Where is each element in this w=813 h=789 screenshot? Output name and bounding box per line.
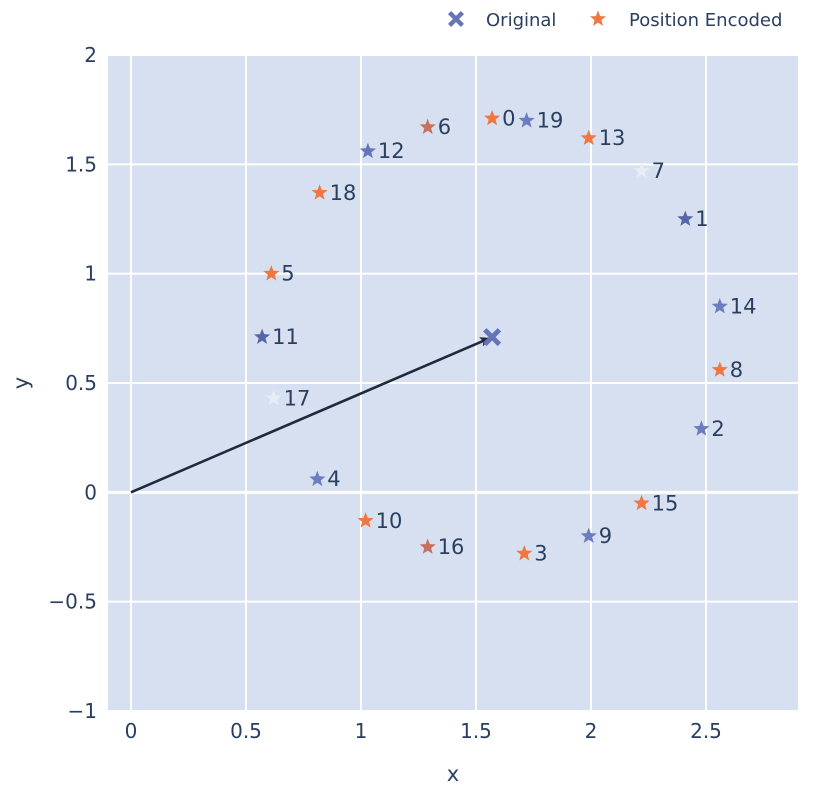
point-label: 19 — [537, 109, 564, 133]
grid — [108, 54, 798, 712]
point-3[interactable]: 3 — [516, 542, 548, 566]
star-marker — [311, 184, 328, 200]
star-marker — [265, 389, 282, 406]
star-marker — [309, 470, 326, 487]
star-marker — [419, 118, 436, 135]
star-marker — [580, 527, 597, 543]
vector-arrow — [130, 337, 491, 494]
y-tick-label: 0.5 — [65, 371, 97, 395]
star-marker — [516, 545, 533, 561]
point-label: 10 — [376, 509, 403, 533]
star-marker — [518, 112, 535, 128]
point-6[interactable]: 6 — [419, 115, 451, 139]
point-2[interactable]: 2 — [693, 417, 725, 441]
x-tick-label: 2.5 — [690, 719, 722, 743]
point-label: 12 — [378, 139, 405, 163]
point-label: 15 — [652, 491, 679, 515]
y-axis-title: y — [9, 377, 33, 389]
point-label: 11 — [272, 325, 299, 349]
legend-label: Position Encoded — [629, 10, 782, 31]
y-tick-label: 1.5 — [65, 152, 97, 176]
point-9[interactable]: 9 — [580, 524, 612, 548]
y-tick-label: 1 — [84, 262, 97, 286]
legend-item-original[interactable]: Original — [448, 10, 556, 31]
x-axis-title: x — [447, 762, 459, 786]
star-marker — [484, 109, 501, 126]
point-label: 16 — [438, 535, 465, 559]
point-1[interactable]: 1 — [677, 207, 709, 231]
point-16[interactable]: 16 — [419, 535, 465, 559]
point-label: 3 — [534, 542, 547, 566]
legend-star-icon — [589, 10, 607, 26]
star-marker — [357, 512, 374, 528]
point-17[interactable]: 17 — [265, 386, 311, 410]
y-tick-label: −0.5 — [48, 590, 97, 614]
legend-label: Original — [486, 10, 556, 31]
point-0[interactable]: 0 — [484, 106, 515, 130]
legend-item-position-encoded[interactable]: Position Encoded — [589, 10, 783, 31]
y-tick-labels: −1 −0.5 0 0.5 1 1.5 2 — [48, 43, 97, 723]
x-tick-labels: 0 0.5 1 1.5 2 2.5 — [125, 719, 722, 743]
y-tick-label: 2 — [84, 43, 97, 67]
star-marker — [711, 361, 728, 377]
point-label: 17 — [284, 386, 311, 410]
legend[interactable]: Original Position Encoded — [448, 10, 782, 31]
point-4[interactable]: 4 — [309, 467, 341, 491]
point-18[interactable]: 18 — [311, 181, 357, 205]
x-tick-label: 0 — [125, 719, 138, 743]
point-label: 13 — [599, 126, 626, 150]
point-13[interactable]: 13 — [580, 126, 626, 150]
x-tick-label: 1 — [355, 719, 368, 743]
x-tick-label: 2 — [585, 719, 598, 743]
point-11[interactable]: 11 — [254, 325, 299, 349]
star-marker — [254, 328, 271, 344]
point-10[interactable]: 10 — [357, 509, 403, 533]
point-14[interactable]: 14 — [711, 294, 757, 318]
star-marker — [693, 420, 710, 436]
point-label: 7 — [652, 159, 665, 183]
point-label: 0 — [502, 106, 515, 130]
x-marker — [483, 328, 502, 347]
point-19[interactable]: 19 — [518, 109, 564, 133]
star-marker — [677, 210, 694, 226]
point-label: 1 — [695, 207, 708, 231]
point-label: 5 — [281, 262, 294, 286]
point-label: 4 — [327, 467, 340, 491]
point-label: 6 — [438, 115, 451, 139]
star-marker — [633, 162, 650, 178]
y-tick-label: −1 — [68, 699, 97, 723]
point-15[interactable]: 15 — [633, 491, 679, 515]
x-tick-label: 1.5 — [460, 719, 492, 743]
point-label: 14 — [730, 294, 757, 318]
original-marker — [483, 328, 502, 347]
point-5[interactable]: 5 — [263, 262, 295, 286]
point-label: 9 — [599, 524, 612, 548]
point-label: 8 — [730, 358, 743, 382]
star-marker — [711, 297, 728, 314]
star-marker — [580, 129, 597, 145]
y-tick-label: 0 — [84, 480, 97, 504]
point-label: 18 — [330, 181, 357, 205]
x-tick-label: 0.5 — [230, 719, 262, 743]
star-marker — [633, 494, 650, 511]
legend-x-icon — [448, 11, 464, 27]
point-label: 2 — [711, 417, 724, 441]
point-8[interactable]: 8 — [711, 358, 743, 382]
star-marker — [359, 142, 376, 159]
star-marker — [419, 538, 436, 554]
point-7[interactable]: 7 — [633, 159, 665, 183]
star-marker — [263, 265, 280, 281]
point-12[interactable]: 12 — [359, 139, 405, 163]
